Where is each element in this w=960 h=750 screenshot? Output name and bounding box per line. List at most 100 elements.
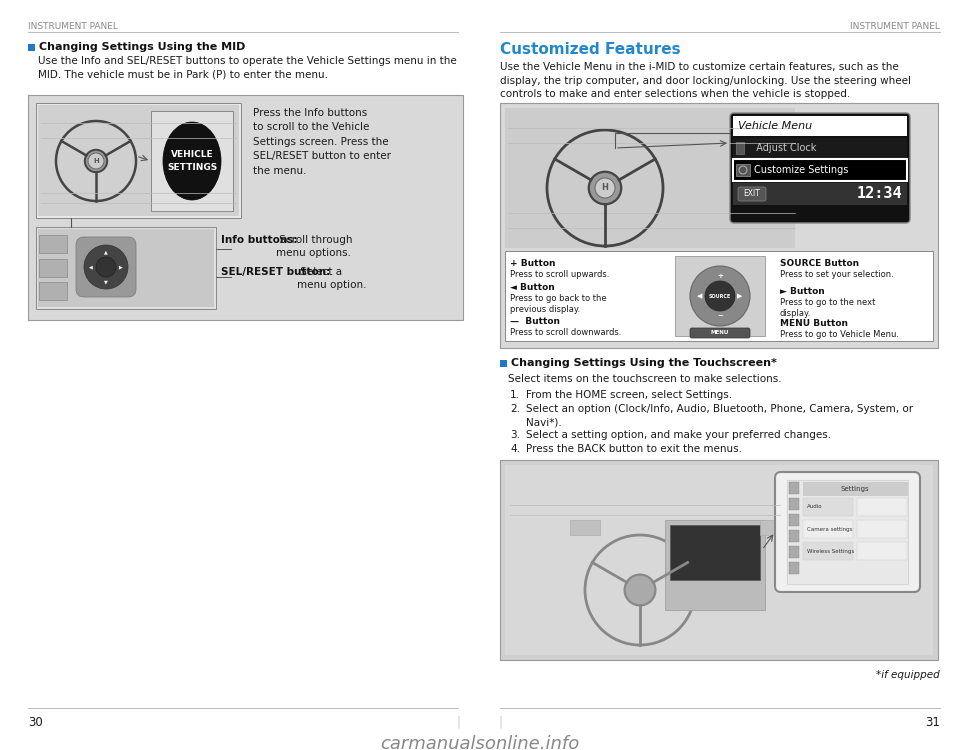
- Bar: [789, 514, 799, 526]
- Text: Adjust Clock: Adjust Clock: [750, 143, 816, 153]
- Text: ► Button: ► Button: [780, 287, 825, 296]
- Bar: [39, 259, 67, 277]
- Text: MENU: MENU: [710, 331, 730, 335]
- Text: SOURCE: SOURCE: [708, 293, 732, 298]
- Text: +: +: [717, 273, 723, 279]
- Text: SOURCE Button: SOURCE Button: [780, 259, 859, 268]
- Text: EXIT: EXIT: [744, 190, 760, 199]
- Text: Use the Info and SEL/RESET buttons to operate the Vehicle Settings menu in the
M: Use the Info and SEL/RESET buttons to op…: [38, 56, 457, 80]
- FancyBboxPatch shape: [775, 472, 920, 592]
- Bar: [39, 282, 67, 300]
- Text: ▼: ▼: [104, 280, 108, 284]
- Bar: [760, 520, 790, 535]
- Text: Scroll through
menu options.: Scroll through menu options.: [276, 235, 352, 258]
- Circle shape: [595, 178, 615, 198]
- Text: Press to go back to the
previous display.: Press to go back to the previous display…: [510, 294, 607, 314]
- Text: Press to scroll upwards.: Press to scroll upwards.: [510, 270, 610, 279]
- Bar: [38, 229, 214, 307]
- Bar: [151, 111, 233, 211]
- Text: INSTRUMENT PANEL: INSTRUMENT PANEL: [28, 22, 118, 31]
- Bar: [39, 235, 67, 253]
- Text: + Button: + Button: [510, 259, 556, 268]
- Bar: [36, 103, 241, 218]
- Text: ◄ Button: ◄ Button: [510, 283, 555, 292]
- Circle shape: [690, 266, 750, 326]
- Circle shape: [88, 153, 104, 169]
- FancyBboxPatch shape: [76, 237, 136, 297]
- Bar: [500, 360, 507, 367]
- Text: Changing Settings Using the Touchscreen*: Changing Settings Using the Touchscreen*: [511, 358, 777, 368]
- Text: 12:34: 12:34: [856, 187, 902, 202]
- Text: Info buttons:: Info buttons:: [221, 235, 298, 245]
- Text: Press the BACK button to exit the menus.: Press the BACK button to exit the menus.: [526, 444, 742, 454]
- FancyBboxPatch shape: [730, 113, 910, 223]
- Text: *if equipped: *if equipped: [876, 670, 940, 680]
- Bar: [28, 95, 463, 320]
- Text: H: H: [93, 158, 99, 164]
- Text: Audio: Audio: [807, 505, 823, 509]
- Circle shape: [625, 574, 656, 605]
- Text: Wireless Settings: Wireless Settings: [807, 548, 854, 554]
- Bar: [500, 103, 938, 348]
- Circle shape: [705, 281, 735, 311]
- Bar: [505, 465, 933, 655]
- Text: SEL/RESET button:: SEL/RESET button:: [221, 267, 330, 277]
- Text: Press to go to Vehicle Menu.: Press to go to Vehicle Menu.: [780, 330, 899, 339]
- Bar: [38, 105, 239, 216]
- Bar: [670, 525, 760, 580]
- Bar: [500, 460, 938, 660]
- Bar: [857, 498, 907, 516]
- Bar: [733, 116, 907, 136]
- Text: 1.: 1.: [510, 390, 520, 400]
- Text: 3.: 3.: [510, 430, 520, 440]
- Text: —  Button: — Button: [510, 317, 560, 326]
- Bar: [789, 562, 799, 574]
- Text: MENU Button: MENU Button: [780, 319, 848, 328]
- Bar: [857, 520, 907, 538]
- Bar: [789, 546, 799, 558]
- Bar: [803, 498, 853, 516]
- Text: Customize Settings: Customize Settings: [754, 165, 849, 175]
- Bar: [675, 256, 765, 336]
- Text: |: |: [498, 716, 502, 729]
- Bar: [733, 183, 907, 205]
- FancyBboxPatch shape: [690, 328, 750, 338]
- Text: Use the Vehicle Menu in the i-MID to customize certain features, such as the
dis: Use the Vehicle Menu in the i-MID to cus…: [500, 62, 911, 99]
- Ellipse shape: [163, 122, 221, 200]
- Bar: [665, 520, 765, 610]
- Text: 31: 31: [925, 716, 940, 729]
- Text: ◀: ◀: [89, 265, 93, 269]
- Text: Camera settings: Camera settings: [807, 526, 852, 532]
- Text: |: |: [456, 716, 460, 729]
- Bar: [28, 44, 35, 51]
- Text: Select an option (Clock/Info, Audio, Bluetooth, Phone, Camera, System, or
Navi*): Select an option (Clock/Info, Audio, Blu…: [526, 404, 913, 427]
- Text: Vehicle Menu: Vehicle Menu: [738, 121, 812, 131]
- Bar: [733, 159, 907, 181]
- Circle shape: [84, 150, 108, 172]
- Text: 30: 30: [28, 716, 43, 729]
- Bar: [736, 164, 750, 176]
- Text: 4.: 4.: [510, 444, 520, 454]
- Text: ◀: ◀: [697, 293, 703, 299]
- Bar: [803, 482, 908, 496]
- Text: Press to scroll downwards.: Press to scroll downwards.: [510, 328, 621, 337]
- Bar: [803, 520, 853, 538]
- Text: INSTRUMENT PANEL: INSTRUMENT PANEL: [851, 22, 940, 31]
- Text: Press to go to the next
display.: Press to go to the next display.: [780, 298, 876, 319]
- Circle shape: [588, 172, 621, 204]
- Circle shape: [96, 257, 116, 277]
- Bar: [570, 520, 600, 535]
- Bar: [36, 227, 216, 309]
- Text: 2.: 2.: [510, 404, 520, 414]
- Bar: [505, 251, 933, 341]
- Text: Press to set your selection.: Press to set your selection.: [780, 270, 894, 279]
- Bar: [789, 482, 799, 494]
- Text: carmanualsonline.info: carmanualsonline.info: [380, 735, 580, 750]
- Bar: [857, 542, 907, 560]
- Text: Customized Features: Customized Features: [500, 42, 681, 57]
- Text: H: H: [602, 184, 609, 193]
- Bar: [733, 138, 907, 158]
- Bar: [736, 142, 744, 154]
- Bar: [787, 480, 908, 584]
- Bar: [789, 498, 799, 510]
